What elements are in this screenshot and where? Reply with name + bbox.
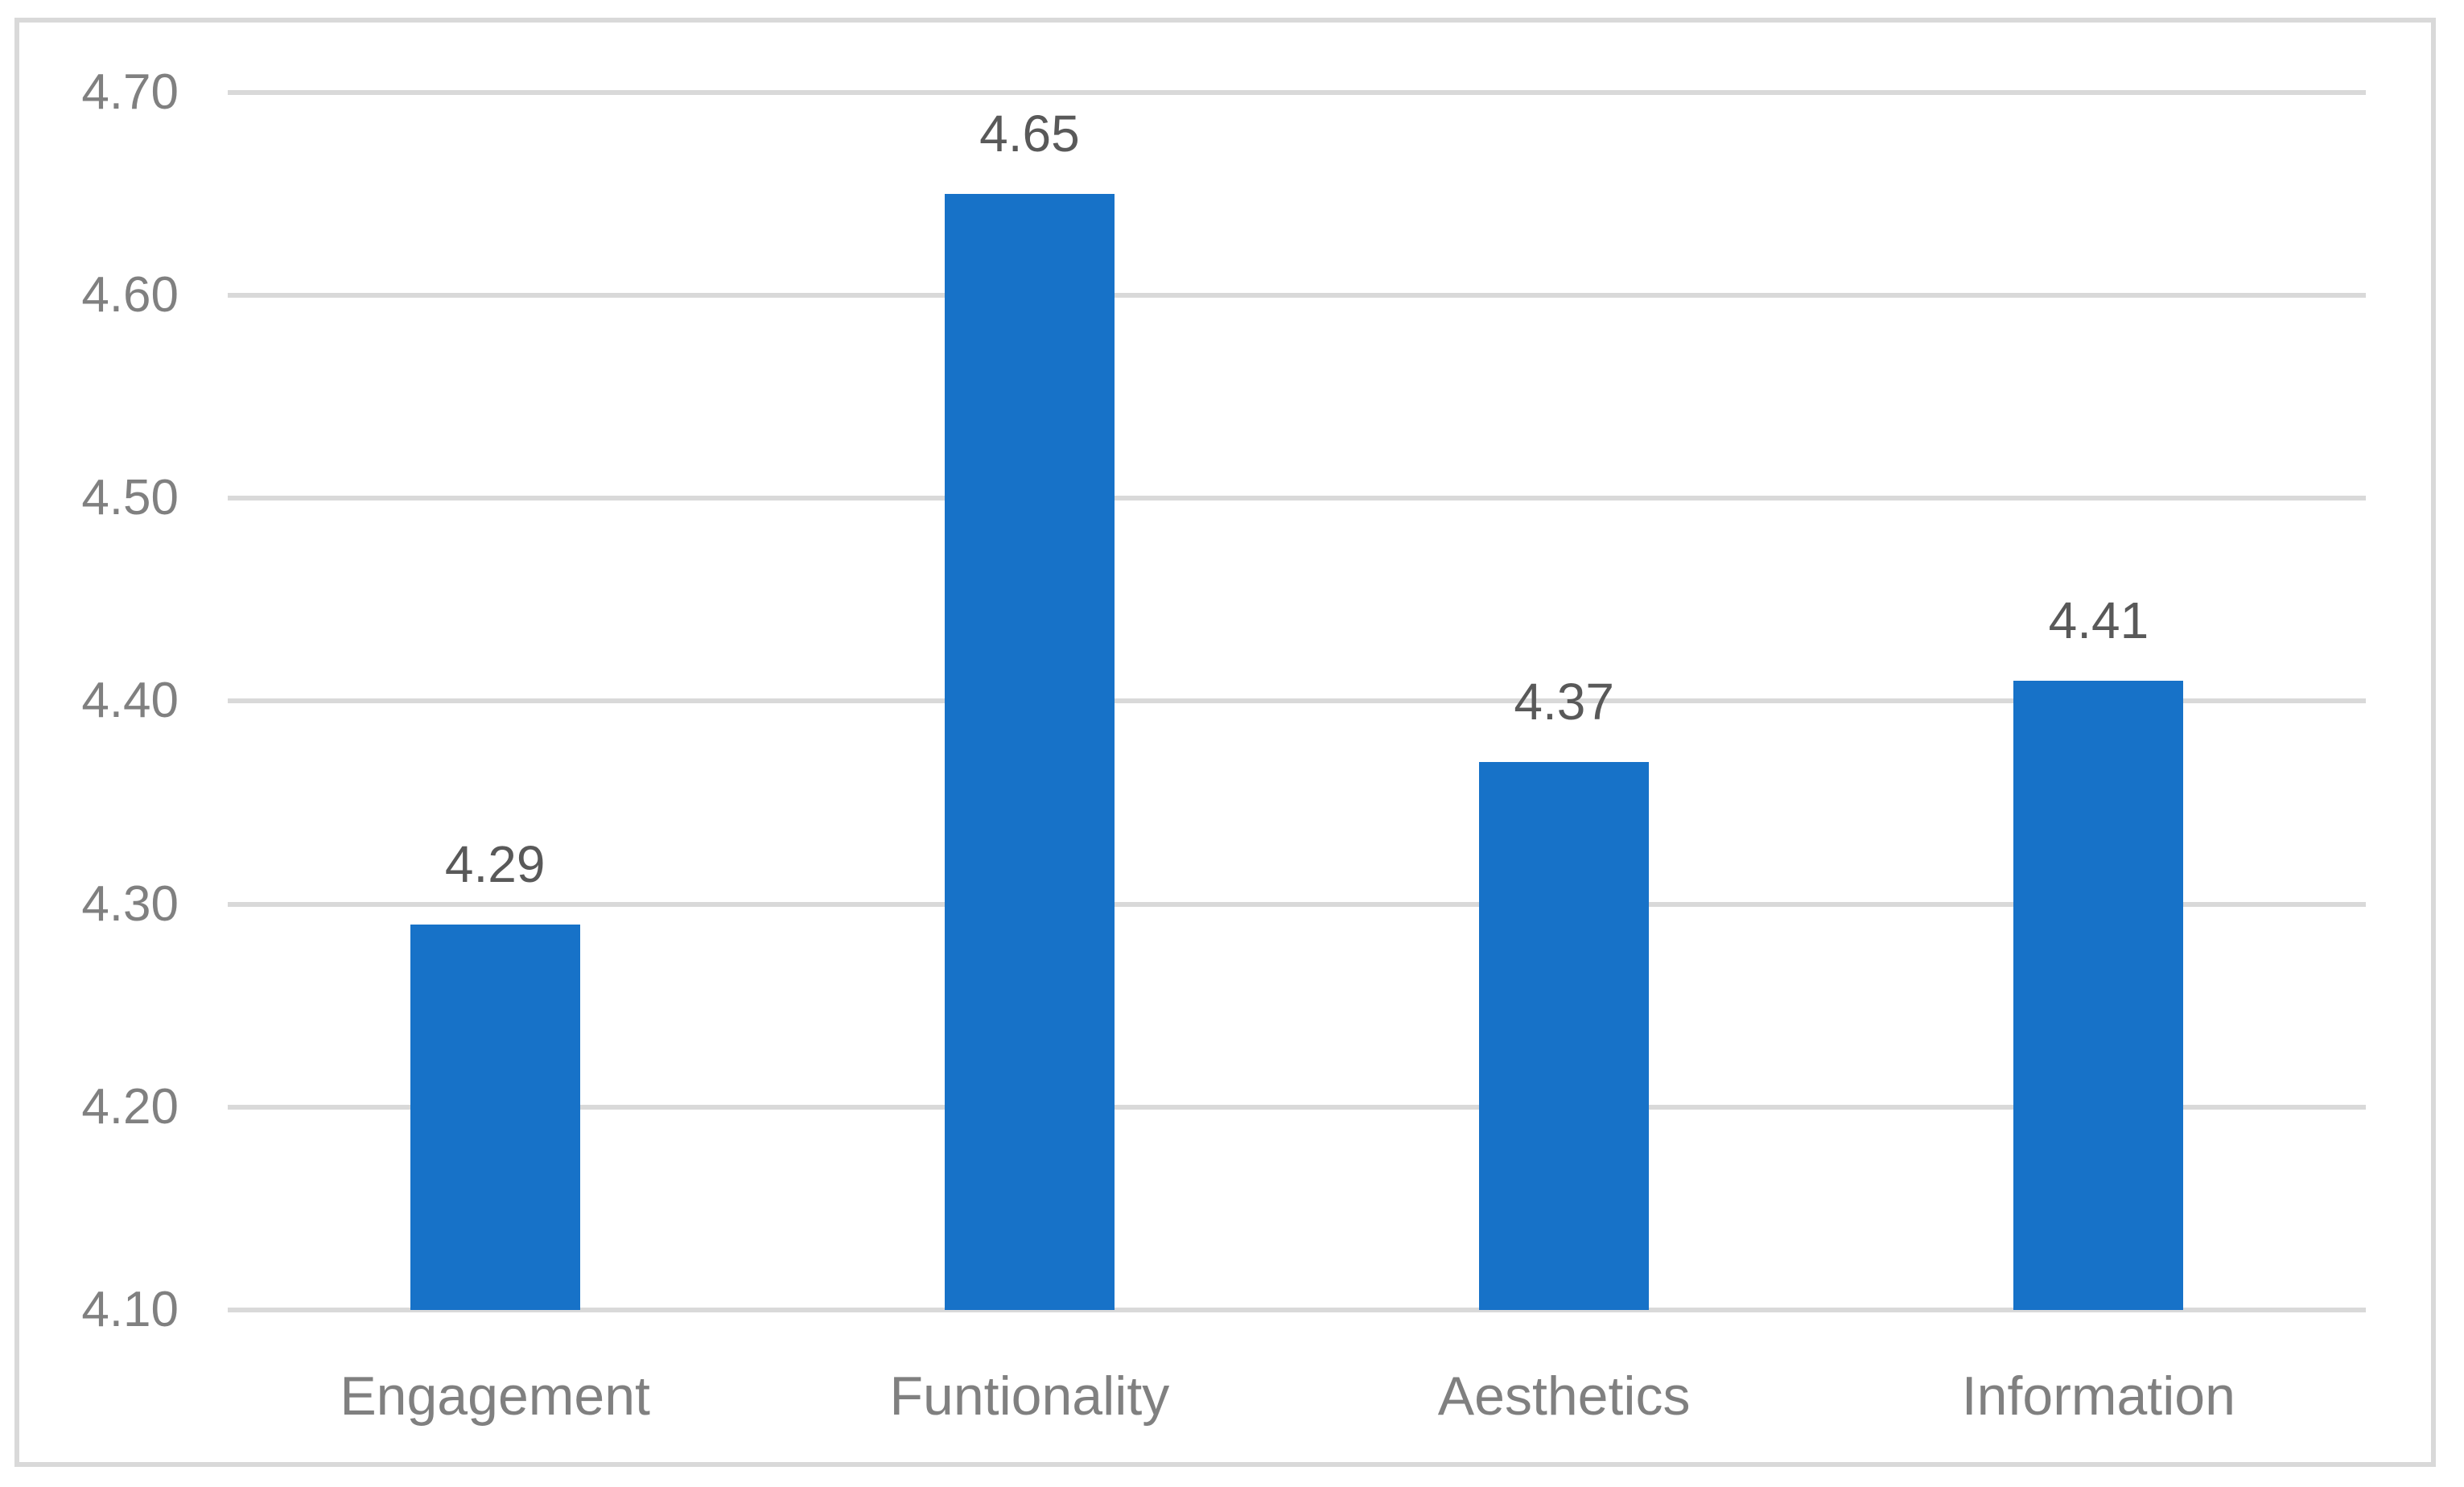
bar-value-label: 4.29	[444, 834, 546, 893]
bar-value-label: 4.65	[979, 104, 1080, 163]
y-axis-tick-label: 4.60	[81, 267, 179, 323]
y-gridline	[228, 901, 2366, 907]
bar-value-label: 4.37	[1514, 673, 1614, 731]
bar-information[interactable]	[2013, 681, 2184, 1310]
bar-value-label: 4.41	[2048, 591, 2149, 650]
bar-engagement[interactable]	[410, 924, 580, 1310]
x-axis-category-label: Information	[1961, 1365, 2235, 1427]
y-axis-tick-label: 4.50	[81, 470, 179, 526]
bar-aesthetics[interactable]	[1479, 762, 1650, 1310]
y-gridline	[228, 89, 2366, 95]
bar-funtionality[interactable]	[944, 193, 1115, 1310]
y-gridline	[228, 698, 2366, 704]
y-axis-tick-label: 4.40	[81, 673, 179, 729]
y-gridline	[228, 1308, 2366, 1312]
x-axis-category-label: Aesthetics	[1437, 1365, 1691, 1427]
y-axis-tick-label: 4.30	[81, 875, 179, 932]
x-axis-category-label: Funtionality	[889, 1365, 1170, 1427]
y-axis-tick-label: 4.10	[81, 1282, 179, 1337]
y-axis-tick-label: 4.70	[81, 64, 179, 120]
x-axis-category-label: Engagement	[340, 1365, 650, 1427]
y-gridline	[228, 496, 2366, 501]
y-gridline	[228, 1104, 2366, 1110]
y-gridline	[228, 293, 2366, 298]
y-axis-tick-label: 4.20	[81, 1078, 179, 1135]
